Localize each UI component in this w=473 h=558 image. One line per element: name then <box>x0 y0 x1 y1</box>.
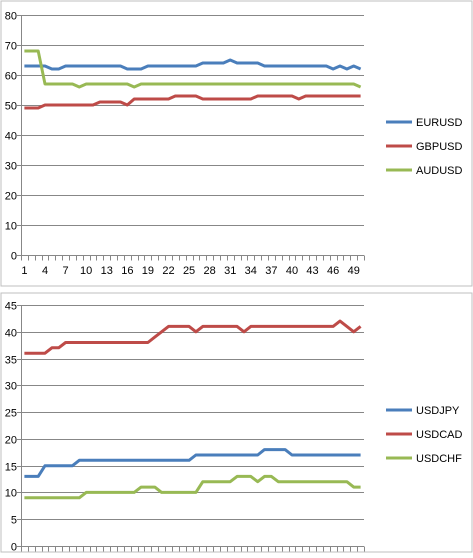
x-tick-label: 16 <box>121 265 133 277</box>
x-tick-label: 7 <box>63 265 69 277</box>
y-tick-label: 5 <box>11 515 17 527</box>
chart-panel-top: 0 10 20 30 40 50 60 70 80 1 4 7 10 13 16 19 22 25 28 31 34 37… <box>0 0 473 287</box>
x-tick-label: 1 <box>21 265 27 277</box>
x-tick-label: 22 <box>162 265 174 277</box>
y-tick-label: 60 <box>5 71 17 83</box>
x-tick-label: 43 <box>306 265 318 277</box>
x-tick-label: 25 <box>183 265 195 277</box>
x-tick-label: 40 <box>286 265 298 277</box>
series-line-eurusd <box>24 58 362 71</box>
chart-frame <box>0 292 473 553</box>
legend-label: EURUSD <box>416 117 463 129</box>
y-tick-label: 0 <box>11 251 17 263</box>
x-tick-label: 31 <box>224 265 236 277</box>
x-tick-label: 49 <box>348 265 360 277</box>
y-tick-label: 50 <box>5 101 17 113</box>
y-tick-label: 45 <box>5 301 17 313</box>
chart-frame <box>0 0 473 287</box>
legend-label: GBPUSD <box>416 141 463 153</box>
y-tick-label: 35 <box>5 355 17 367</box>
legend-label: AUDUSD <box>416 165 463 177</box>
x-tick-label: 28 <box>204 265 216 277</box>
series-line-usdcad <box>24 319 362 355</box>
legend-label: USDCAD <box>416 429 463 441</box>
series-line-gbpusd <box>24 94 361 110</box>
y-tick-label: 10 <box>5 221 17 233</box>
x-tick-label: 10 <box>80 265 92 277</box>
y-tick-label: 30 <box>5 161 17 173</box>
x-tick-label: 34 <box>245 265 257 277</box>
x-tick-label: 13 <box>101 265 113 277</box>
y-tick-label: 25 <box>5 408 17 420</box>
y-tick-label: 0 <box>11 542 17 554</box>
y-tick-label: 40 <box>5 328 17 340</box>
legend-label: USDCHF <box>416 453 462 465</box>
x-tick-label: 4 <box>42 265 48 277</box>
x-tick-label: 37 <box>265 265 277 277</box>
x-tick-label: 46 <box>327 265 339 277</box>
series-line-audusd <box>24 49 362 89</box>
legend-label: USDJPY <box>416 405 460 417</box>
y-tick-label: 15 <box>5 462 17 474</box>
y-tick-label: 10 <box>5 488 17 500</box>
y-tick-label: 30 <box>5 381 17 393</box>
chart-panel-bottom: 0 5 10 15 20 25 30 35 40 45 USDJPY USDCAD USDCHF <box>0 292 473 554</box>
y-tick-label: 20 <box>5 191 17 203</box>
y-tick-label: 80 <box>5 11 17 23</box>
y-tick-label: 40 <box>5 131 17 143</box>
series-line-usdjpy <box>24 448 361 478</box>
x-tick-label: 19 <box>142 265 154 277</box>
y-tick-label: 70 <box>5 41 17 53</box>
y-tick-label: 20 <box>5 435 17 447</box>
series-line-usdchf <box>24 474 361 500</box>
